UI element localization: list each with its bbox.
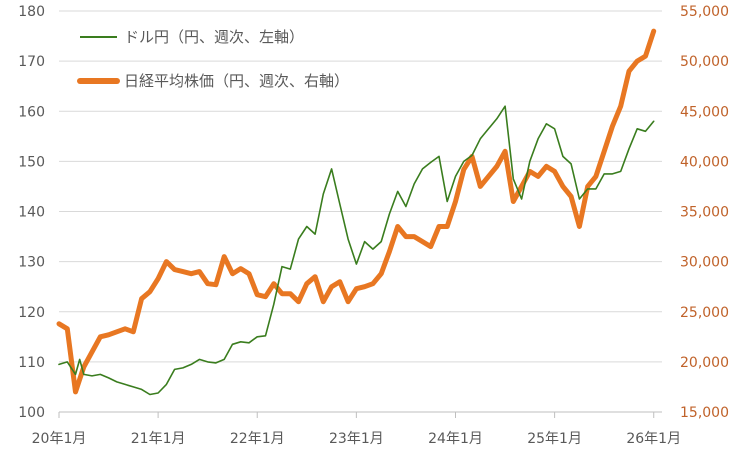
right-tick-label: 35,000 xyxy=(680,205,729,221)
left-tick-label: 170 xyxy=(18,54,45,70)
left-axis-ticks: 100 110 120 130 140 150 160 170 180 xyxy=(18,4,45,421)
series-line-usdjpy xyxy=(58,105,655,396)
right-tick-label: 15,000 xyxy=(680,405,729,421)
x-tick-label: 22年1月 xyxy=(230,431,285,447)
x-tick-label: 26年1月 xyxy=(626,431,681,447)
x-tick-label: 25年1月 xyxy=(527,431,582,447)
series-line-nikkei xyxy=(56,28,657,395)
left-tick-label: 150 xyxy=(18,154,45,170)
right-tick-label: 25,000 xyxy=(680,305,729,321)
right-tick-label: 20,000 xyxy=(680,355,729,371)
left-tick-label: 110 xyxy=(18,355,45,371)
legend-label-nikkei: 日経平均株価（円、週次、右軸） xyxy=(124,72,349,90)
right-tick-label: 50,000 xyxy=(680,54,729,70)
left-tick-label: 140 xyxy=(18,205,45,221)
x-tick-label: 23年1月 xyxy=(329,431,384,447)
left-tick-label: 130 xyxy=(18,255,45,271)
legend: ドル円（円、週次、左軸） 日経平均株価（円、週次、右軸） xyxy=(77,28,349,90)
left-tick-label: 160 xyxy=(18,104,45,120)
x-tick-label: 20年1月 xyxy=(32,431,87,447)
series-lines xyxy=(56,28,657,396)
right-tick-label: 55,000 xyxy=(680,4,729,20)
left-tick-label: 100 xyxy=(18,405,45,421)
right-axis-ticks: 15,000 20,000 25,000 30,000 35,000 40,000 45,0… xyxy=(680,4,729,421)
right-tick-label: 40,000 xyxy=(680,154,729,170)
x-axis-ticks: 20年1月 21年1月 22年1月 23年1月 24年1月 25年1月 26年1月 xyxy=(32,412,681,447)
x-tick-label: 21年1月 xyxy=(131,431,186,447)
left-tick-label: 120 xyxy=(18,305,45,321)
gridlines xyxy=(59,10,662,363)
left-tick-label: 180 xyxy=(18,4,45,20)
right-tick-label: 30,000 xyxy=(680,255,729,271)
x-tick-label: 24年1月 xyxy=(428,431,483,447)
legend-label-usdjpy: ドル円（円、週次、左軸） xyxy=(124,28,304,46)
right-tick-label: 45,000 xyxy=(680,104,729,120)
